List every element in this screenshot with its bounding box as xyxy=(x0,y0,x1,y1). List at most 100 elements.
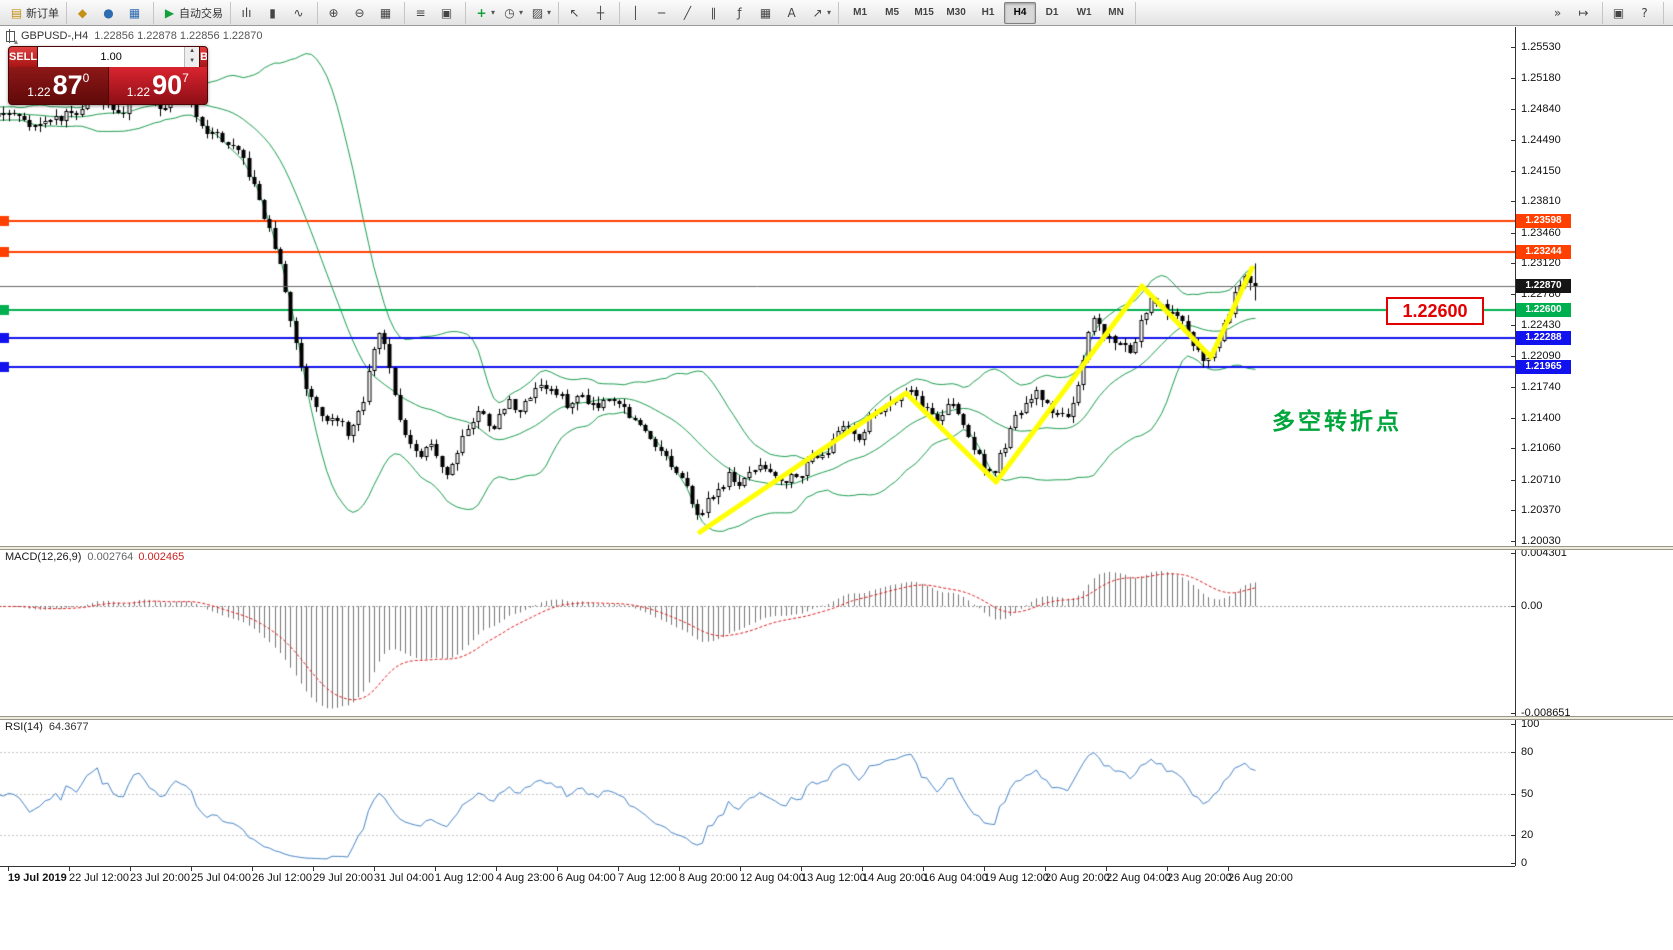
axis-tick xyxy=(1511,356,1515,357)
autotrading-button[interactable]: ▶ 自动交易 xyxy=(159,2,227,24)
crosshair-icon: ┼ xyxy=(596,5,605,20)
help-button[interactable]: ? xyxy=(1634,2,1660,24)
channel-icon: ∥ xyxy=(710,5,717,20)
price-axis-label: 1.20030 xyxy=(1521,535,1561,547)
timeframe-d1-button[interactable]: D1 xyxy=(1045,7,1059,18)
indicators-button[interactable]: + ▾ xyxy=(471,2,499,24)
chart-canvas[interactable] xyxy=(0,27,1515,866)
time-tick xyxy=(984,867,985,871)
timeframe-m1-button[interactable]: M1 xyxy=(853,7,868,18)
time-axis-label: 22 Aug 04:00 xyxy=(1106,872,1171,884)
channel-button[interactable]: ∥ xyxy=(703,2,729,24)
axis-tick xyxy=(1511,109,1515,110)
time-tick xyxy=(191,867,192,871)
time-axis-label: 13 Aug 12:00 xyxy=(801,872,866,884)
auto-arrange-button[interactable]: ▣ xyxy=(436,2,462,24)
window-button[interactable]: ▣ xyxy=(1608,2,1634,24)
time-axis-label: 31 Jul 04:00 xyxy=(374,872,434,884)
tile-windows-icon: ▦ xyxy=(379,5,392,20)
auto-arrange-icon: ▣ xyxy=(440,5,453,20)
indicators-icon: + xyxy=(476,5,487,20)
macd-axis-label: 0.00 xyxy=(1521,600,1543,612)
time-axis[interactable]: 19 Jul 2019 22 Jul 12:00 23 Jul 20:00 25 Ju… xyxy=(0,866,1515,891)
one-click-trade-panel: SELL ▲ ▼ BUY 1.22 87 0 1.22 90 7 xyxy=(8,46,208,105)
price-axis-label: 1.21060 xyxy=(1521,442,1561,454)
zoom-in-button[interactable]: ⊕ xyxy=(323,2,349,24)
cursor-button[interactable]: ↖ xyxy=(564,2,590,24)
hline-price-chip: 1.23244 xyxy=(1516,245,1571,259)
pane-separator-rsi[interactable] xyxy=(0,716,1673,720)
templates-button[interactable]: ▨ ▾ xyxy=(527,2,555,24)
time-axis-label: 7 Aug 12:00 xyxy=(618,872,677,884)
zoom-out-button[interactable]: ⊖ xyxy=(349,2,375,24)
data-window-button[interactable]: ▦ xyxy=(124,2,150,24)
toolbar-group: │ ─ ╱ ∥ ƒ ▦ A ↗ ▾ xyxy=(622,1,840,24)
buy-button[interactable]: BUY xyxy=(200,47,207,67)
timeframe-m30-button[interactable]: M30 xyxy=(946,7,966,18)
grid-button[interactable]: ▦ xyxy=(755,2,781,24)
volume-input[interactable] xyxy=(38,47,185,67)
bar-chart-button[interactable]: ılı xyxy=(236,2,262,24)
timeframe-w1-button[interactable]: W1 xyxy=(1076,7,1092,18)
timeframe-h4-button[interactable]: H4 xyxy=(1004,1,1037,24)
volume-box: ▲ ▼ xyxy=(37,47,201,67)
bar-chart-icon: ılı xyxy=(241,5,252,20)
sell-button[interactable]: SELL xyxy=(9,47,38,67)
rsi-value: 64.3677 xyxy=(48,721,89,733)
buy-price[interactable]: 1.22 90 7 xyxy=(107,67,207,104)
volume-down-button[interactable]: ▼ xyxy=(185,57,200,67)
arrows-icon: ↗ xyxy=(812,5,823,20)
time-tick xyxy=(69,867,70,871)
trade-panel-collapse-button[interactable]: ▴ xyxy=(13,37,18,46)
line-chart-button[interactable]: ∿ xyxy=(288,2,314,24)
fibonacci-button[interactable]: ƒ xyxy=(729,2,755,24)
new-order-button[interactable]: ▤ 新订单 xyxy=(6,2,63,24)
hline-price-chip: 1.22288 xyxy=(1516,331,1571,345)
auto-scroll-button[interactable]: » xyxy=(1547,2,1573,24)
caret-down-icon: ▾ xyxy=(827,8,832,17)
axis-tick xyxy=(1511,263,1515,264)
crosshair-button[interactable]: ┼ xyxy=(590,2,616,24)
horizontal-line-button[interactable]: ─ xyxy=(651,2,677,24)
text-button[interactable]: A xyxy=(781,2,807,24)
timeframe-toolbar: M1 M5 M15 M30 H1 H4 D1 W1 MN xyxy=(841,1,1137,24)
tile-windows-button[interactable]: ▦ xyxy=(375,2,401,24)
macd-main-value: 0.002764 xyxy=(87,551,134,563)
time-tick xyxy=(435,867,436,871)
time-tick xyxy=(496,867,497,871)
main-toolbar: ▤ 新订单 ◆ ● ▦ ▶ 自动交易 ılı ▮ ∿ ⊕ ⊖ ▦ ≡ ▣ + ▾ ◷ ▾ ▨ ▾ ↖ ┼ │ ─ ╱ ∥ ƒ ▦ A ↗ ▾ … xyxy=(0,0,1673,26)
sell-price[interactable]: 1.22 87 0 xyxy=(9,67,108,104)
arrange-icon: ≡ xyxy=(415,5,426,20)
time-axis-label: 25 Jul 04:00 xyxy=(191,872,251,884)
pane-separator-macd[interactable] xyxy=(0,546,1673,550)
chart-shift-button[interactable]: ↦ xyxy=(1573,2,1599,24)
timeframe-m5-button[interactable]: M5 xyxy=(885,7,900,18)
ohlc-values: 1.22856 1.22878 1.22856 1.22870 xyxy=(94,30,263,42)
rsi-axis-label: 50 xyxy=(1521,788,1534,800)
price-axis-label: 1.24840 xyxy=(1521,103,1561,115)
new-chart-button[interactable]: ◆ xyxy=(72,2,98,24)
time-axis-label: 12 Aug 04:00 xyxy=(740,872,805,884)
toolbar-group: ≡ ▣ xyxy=(407,1,466,24)
candlestick-chart-button[interactable]: ▮ xyxy=(262,2,288,24)
toolbar-group: + ▾ ◷ ▾ ▨ ▾ xyxy=(468,1,560,24)
profiles-button[interactable]: ● xyxy=(98,2,124,24)
volume-up-button[interactable]: ▲ xyxy=(185,47,200,57)
timeframe-mn-button[interactable]: MN xyxy=(1108,7,1124,18)
axis-tick xyxy=(1511,448,1515,449)
arrows-button[interactable]: ↗ ▾ xyxy=(807,2,835,24)
price-callout-1-22600[interactable]: 1.22600 xyxy=(1386,297,1484,325)
timeframe-m15-button[interactable]: M15 xyxy=(914,7,934,18)
price-axis-label: 1.23810 xyxy=(1521,195,1561,207)
price-axis-label: 1.21740 xyxy=(1521,381,1561,393)
periods-button[interactable]: ◷ ▾ xyxy=(499,2,527,24)
trendline-button[interactable]: ╱ xyxy=(677,2,703,24)
auto-scroll-icon: » xyxy=(1553,5,1562,20)
window-icon: ▣ xyxy=(1612,5,1625,20)
toolbar-group: ◆ ● ▦ xyxy=(69,1,154,24)
turning-point-note[interactable]: 多空转折点 xyxy=(1272,408,1402,434)
arrange-button[interactable]: ≡ xyxy=(410,2,436,24)
vertical-line-button[interactable]: │ xyxy=(625,2,651,24)
timeframe-h1-button[interactable]: H1 xyxy=(981,7,995,18)
time-tick xyxy=(1228,867,1229,871)
